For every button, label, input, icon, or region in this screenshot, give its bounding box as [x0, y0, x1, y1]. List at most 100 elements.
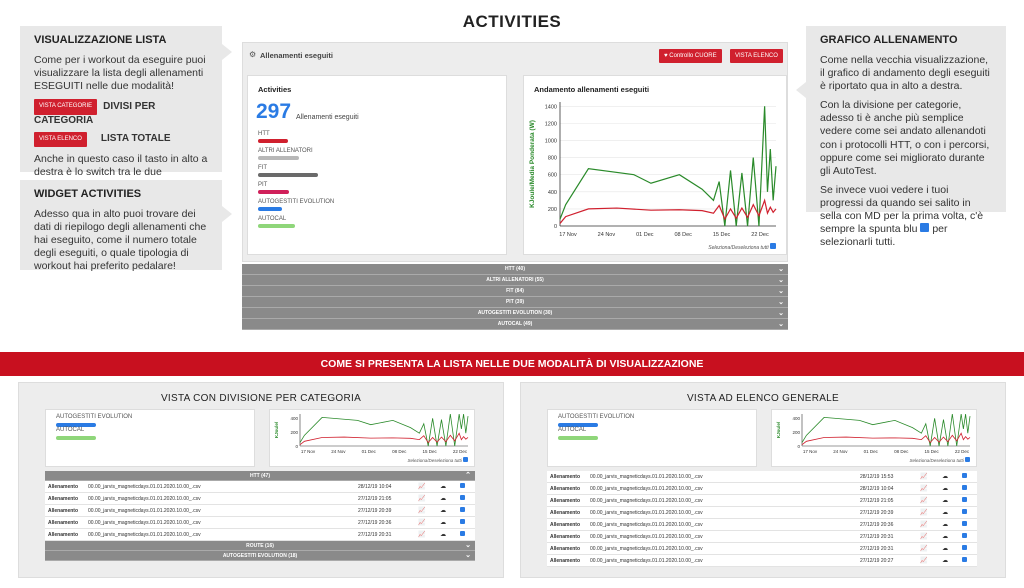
- cloud-download-icon[interactable]: ☁: [437, 516, 457, 529]
- cloud-download-icon[interactable]: ☁: [437, 492, 457, 505]
- table-row[interactable]: Allenamento 00.00_jarvis_magneticdays.01.…: [45, 504, 475, 517]
- checkbox-icon[interactable]: [958, 506, 977, 519]
- cloud-download-icon[interactable]: ☁: [939, 530, 959, 543]
- category-header[interactable]: HTT (47) ⌃: [45, 471, 475, 481]
- checkbox-icon: [770, 243, 776, 249]
- cloud-download-icon[interactable]: ☁: [939, 506, 959, 519]
- cloud-download-icon[interactable]: ☁: [939, 542, 959, 555]
- y-tick-label: 800: [548, 156, 557, 162]
- checkbox-icon[interactable]: [958, 482, 977, 495]
- table-row[interactable]: Allenamento 00.00_jarvis_magneticdays.01.…: [547, 554, 977, 567]
- callout-text: per selezionarli tutti.: [820, 223, 948, 249]
- category-row[interactable]: PIT (39) ⌄: [242, 297, 788, 308]
- table-row[interactable]: Allenamento 00.00_jarvis_magneticdays.01.…: [547, 518, 977, 531]
- table-row[interactable]: Allenamento 00.00_jarvis_magneticdays.01.…: [45, 481, 475, 493]
- chart-icon[interactable]: 📈: [415, 492, 438, 505]
- controllo-cuore-button[interactable]: ♥ Controllo CUORE: [659, 49, 722, 63]
- mini-widget: AUTOGESTITI EVOLUTION AUTOCAL: [547, 409, 757, 467]
- chart-icon[interactable]: 📈: [917, 542, 940, 555]
- vista-elenco-button[interactable]: VISTA ELENCO: [730, 49, 783, 63]
- table-row[interactable]: Allenamento 00.00_jarvis_magneticdays.01.…: [45, 516, 475, 529]
- select-all-toggle[interactable]: Seleziona/Deseleziona tutti: [407, 457, 468, 463]
- category-row-label: HTT (40): [505, 266, 525, 272]
- callout-widget: WIDGET ACTIVITIES Adesso qua in alto puo…: [20, 180, 222, 272]
- x-tick-label: 15 Dec: [422, 449, 437, 454]
- x-tick-label: 24 Nov: [598, 232, 616, 238]
- checkbox-icon[interactable]: [958, 554, 977, 567]
- checkbox-icon[interactable]: [456, 528, 475, 541]
- y-axis-label: KJoule/: [274, 421, 279, 438]
- chart-icon[interactable]: 📈: [917, 471, 940, 483]
- category-row[interactable]: AUTOGESTITI EVOLUTION (30) ⌄: [242, 308, 788, 319]
- table-row[interactable]: Allenamento 00.00_jarvis_magneticdays.01.…: [547, 471, 977, 483]
- category-label: AUTOGESTITI EVOLUTION: [258, 199, 335, 205]
- chart-icon[interactable]: 📈: [917, 506, 940, 519]
- chart-title: Andamento allenamenti eseguiti: [534, 85, 650, 94]
- table-row[interactable]: Allenamento 00.00_jarvis_magneticdays.01.…: [45, 492, 475, 505]
- category-row[interactable]: FIT (84) ⌄: [242, 286, 788, 297]
- category-row[interactable]: HTT (40) ⌄: [242, 264, 788, 275]
- cloud-download-icon[interactable]: ☁: [939, 494, 959, 507]
- chart-icon[interactable]: 📈: [917, 530, 940, 543]
- checkbox-icon[interactable]: [456, 516, 475, 529]
- cloud-download-icon[interactable]: ☁: [437, 481, 457, 493]
- checkbox-icon[interactable]: [958, 530, 977, 543]
- category-header[interactable]: AUTOGESTITI EVOLUTION (18) ⌄: [45, 551, 475, 561]
- list-section: HTT (47) ⌃ Allenamento 00.00_jarvis_magnet…: [45, 471, 475, 561]
- checkbox-icon[interactable]: [958, 542, 977, 555]
- checkbox-icon: [463, 457, 468, 462]
- category-header[interactable]: ROUTE (16) ⌄: [45, 541, 475, 551]
- cloud-download-icon[interactable]: ☁: [939, 518, 959, 531]
- chart-icon[interactable]: 📈: [917, 554, 940, 567]
- cloud-download-icon[interactable]: ☁: [939, 482, 959, 495]
- row-filename: 00.00_jarvis_magneticdays.01.01.2020.10.…: [587, 518, 857, 531]
- checkbox-icon[interactable]: [456, 481, 475, 493]
- chart-icon[interactable]: 📈: [917, 494, 940, 507]
- category-row[interactable]: AUTOCAL (49) ⌄: [242, 319, 788, 330]
- checkbox-icon: [965, 457, 970, 462]
- table-row[interactable]: Allenamento 00.00_jarvis_magneticdays.01.…: [547, 542, 977, 555]
- legend-bar: [56, 423, 96, 427]
- checkbox-icon[interactable]: [958, 494, 977, 507]
- chart-icon[interactable]: 📈: [415, 528, 438, 541]
- row-date: 28/12/19 10:04: [857, 482, 917, 495]
- select-all-toggle[interactable]: Seleziona/Deseleziona tutti: [708, 243, 776, 251]
- checkbox-icon[interactable]: [958, 518, 977, 531]
- chart-icon[interactable]: 📈: [415, 481, 438, 493]
- category-row[interactable]: ALTRI ALLENATORI (55) ⌄: [242, 275, 788, 286]
- category-header-label: HTT (47): [250, 473, 270, 479]
- panel-title: VISTA CON DIVISIONE PER CATEGORIA: [160, 393, 362, 404]
- panel-title: VISTA AD ELENCO GENERALE: [686, 393, 840, 404]
- category-header-label: ROUTE (16): [246, 543, 274, 549]
- cloud-download-icon[interactable]: ☁: [437, 528, 457, 541]
- chart-icon[interactable]: 📈: [917, 518, 940, 531]
- table-row[interactable]: Allenamento 00.00_jarvis_magneticdays.01.…: [45, 528, 475, 541]
- checkbox-icon[interactable]: [958, 471, 977, 483]
- table-row[interactable]: Allenamento 00.00_jarvis_magneticdays.01.…: [547, 530, 977, 543]
- row-filename: 00.00_jarvis_magneticdays.01.01.2020.10.…: [587, 530, 857, 543]
- chart-icon[interactable]: 📈: [917, 482, 940, 495]
- row-type: Allenamento: [547, 506, 587, 519]
- row-type: Allenamento: [547, 471, 587, 483]
- cloud-download-icon[interactable]: ☁: [939, 471, 959, 483]
- table-row[interactable]: Allenamento 00.00_jarvis_magneticdays.01.…: [547, 494, 977, 507]
- category-label: FIT: [258, 165, 267, 171]
- cloud-download-icon[interactable]: ☁: [939, 554, 959, 567]
- chart-icon[interactable]: 📈: [415, 504, 438, 517]
- series-line: [559, 106, 777, 227]
- cloud-download-icon[interactable]: ☁: [437, 504, 457, 517]
- panel-list-view: VISTA AD ELENCO GENERALE AUTOGESTITI EVO…: [520, 382, 1006, 578]
- y-tick-label: 400: [290, 416, 298, 421]
- checkbox-icon[interactable]: [456, 504, 475, 517]
- y-axis-label: KJoule/Media Ponderata (W): [529, 120, 536, 208]
- select-all-toggle[interactable]: Seleziona/Deseleziona tutti: [909, 457, 970, 463]
- row-type: Allenamento: [547, 542, 587, 555]
- table-row[interactable]: Allenamento 00.00_jarvis_magneticdays.01.…: [547, 506, 977, 519]
- row-type: Allenamento: [547, 482, 587, 495]
- table-row[interactable]: Allenamento 00.00_jarvis_magneticdays.01.…: [547, 482, 977, 495]
- list-section: Allenamento 00.00_jarvis_magneticdays.01.…: [547, 471, 977, 567]
- chart-icon[interactable]: 📈: [415, 516, 438, 529]
- checkbox-icon[interactable]: [456, 492, 475, 505]
- callout-heading: WIDGET ACTIVITIES: [34, 188, 142, 200]
- row-filename: 00.00_jarvis_magneticdays.01.01.2020.10.…: [85, 528, 355, 541]
